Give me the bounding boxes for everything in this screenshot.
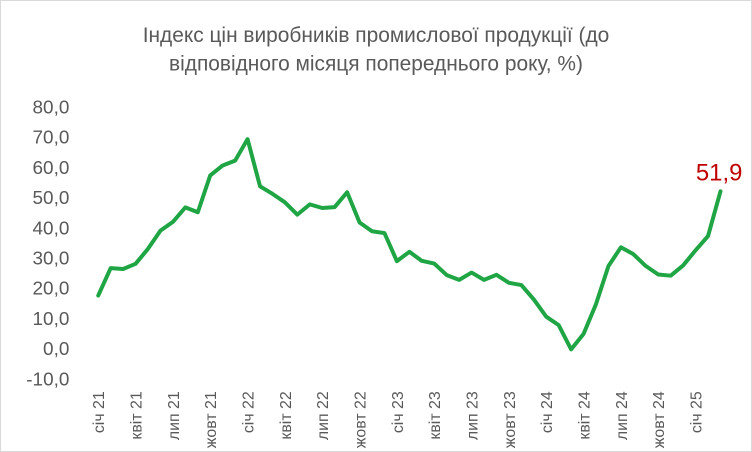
y-tick-label: -10,0 [26, 369, 69, 390]
x-tick-label: жовт 24 [651, 391, 668, 448]
y-tick-label: 0,0 [43, 339, 69, 360]
x-tick-label: квіт 23 [427, 391, 444, 439]
chart-title-line-1: Індекс цін виробників промислової продук… [143, 24, 610, 47]
series-line [96, 137, 723, 352]
x-tick-label: жовт 22 [353, 391, 370, 448]
y-tick-label: 20,0 [33, 279, 70, 300]
y-tick-label: 50,0 [33, 188, 70, 209]
chart-title-line-2: відповідного місяця попереднього року, %… [169, 53, 583, 76]
y-tick-label: 30,0 [33, 248, 70, 269]
y-tick-label: 60,0 [33, 158, 70, 179]
x-tick-label: лип 24 [614, 391, 631, 440]
x-tick-label: січ 25 [689, 391, 706, 433]
last-value-label: 51,9 [696, 159, 742, 186]
x-tick-label: лип 22 [315, 391, 332, 440]
plot-area: 51,9 [96, 137, 742, 352]
y-tick-label: 40,0 [33, 218, 70, 239]
x-tick-label: квіт 22 [278, 391, 295, 439]
y-tick-label: 70,0 [33, 128, 70, 149]
y-tick-label: 80,0 [33, 97, 70, 118]
x-tick-label: січ 22 [241, 391, 258, 433]
x-tick-label: квіт 24 [577, 391, 594, 439]
x-tick-label: жовт 23 [502, 391, 519, 448]
x-tick-label: січ 24 [539, 391, 556, 433]
x-tick-label: лип 23 [465, 391, 482, 440]
y-tick-label: 10,0 [33, 309, 70, 330]
x-tick-label: жовт 21 [203, 391, 220, 448]
y-axis: -10,0 0,0 10,0 20,0 30,0 40,0 50,0 60,0 70,0 80,0 [26, 97, 69, 390]
x-tick-label: січ 21 [91, 391, 108, 433]
x-tick-label: квіт 21 [129, 391, 146, 439]
x-tick-label: січ 23 [390, 391, 407, 433]
x-tick-label: лип 21 [166, 391, 183, 440]
x-axis: січ 21 квіт 21 лип 21 жовт 21 січ 22 квіт 22 л… [91, 391, 705, 448]
